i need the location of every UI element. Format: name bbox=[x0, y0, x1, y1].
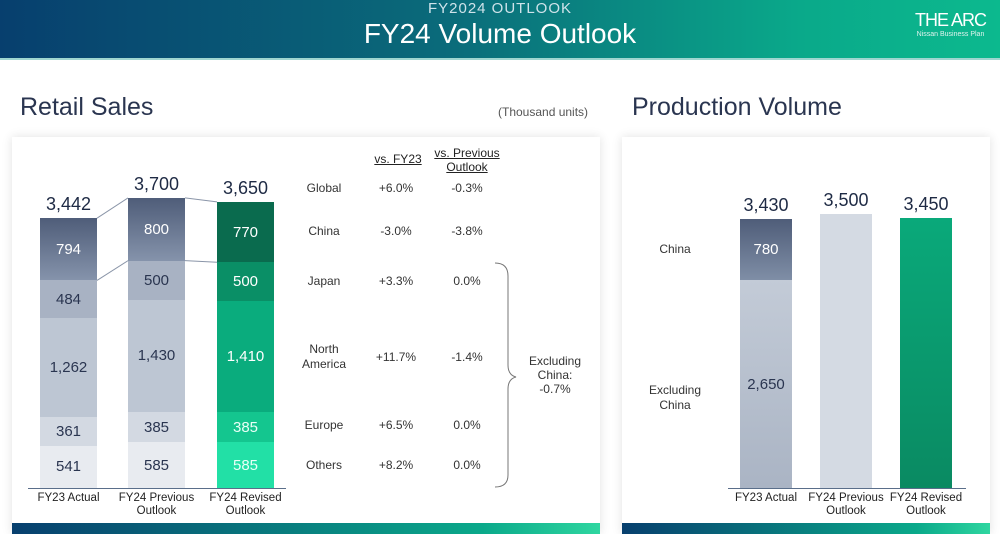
header-subtitle: FY2024 OUTLOOK bbox=[427, 0, 573, 17]
connector-line bbox=[96, 260, 129, 281]
header-banner: FY2024 OUTLOOK FY24 Volume Outlook THE A… bbox=[0, 0, 1000, 60]
bar-total-label: 3,430 bbox=[743, 195, 789, 216]
units-label: (Thousand units) bbox=[498, 105, 589, 119]
production-label-excluding-china: Excluding China bbox=[648, 383, 702, 412]
x-axis-label: FY24 Revised Outlook bbox=[889, 492, 963, 517]
col-header-vs-previous: vs. Previous Outlook bbox=[434, 146, 500, 174]
table-region-label: Japan bbox=[307, 274, 341, 288]
bar-segment-china: 794 bbox=[40, 218, 97, 281]
table-vs-previous: 0.0% bbox=[453, 274, 481, 288]
connector-line bbox=[184, 197, 218, 203]
bar-total bbox=[820, 213, 872, 488]
bar-segment-north-america: 1,410 bbox=[217, 301, 274, 412]
bar-segment-north-america: 1,262 bbox=[40, 318, 97, 418]
table-vs-fy23: +6.0% bbox=[378, 181, 414, 195]
bar-total-label: 3,450 bbox=[903, 193, 949, 214]
bar-total-label: 3,700 bbox=[133, 173, 180, 194]
table-vs-fy23: +6.5% bbox=[378, 418, 414, 432]
bar-segment-others: 585 bbox=[128, 442, 185, 488]
table-region-label: Global bbox=[306, 181, 342, 195]
bar-total-label: 3,650 bbox=[222, 177, 269, 198]
bar-total-label: 3,500 bbox=[823, 189, 869, 210]
bar-segment-japan: 500 bbox=[217, 262, 274, 302]
table-vs-previous: -3.8% bbox=[451, 224, 483, 238]
bar-segment-china: 780 bbox=[740, 219, 792, 281]
bar-segment-japan: 484 bbox=[40, 280, 97, 319]
table-vs-previous: -0.3% bbox=[451, 181, 483, 195]
bar-segment-north-america: 1,430 bbox=[128, 299, 185, 412]
bar-segment-excluding-china: 2,650 bbox=[740, 280, 792, 488]
bar-segment-china: 800 bbox=[128, 197, 185, 261]
table-vs-previous: -1.4% bbox=[451, 350, 483, 364]
production-volume-title: Production Volume bbox=[632, 93, 842, 121]
x-axis-label: FY24 Revised Outlook bbox=[209, 492, 282, 517]
retail-sales-title: Retail Sales bbox=[20, 93, 154, 121]
x-axis-label: FY24 Previous Outlook bbox=[808, 492, 884, 517]
retail-card bbox=[12, 137, 600, 534]
table-region-label: China bbox=[308, 224, 340, 238]
table-vs-fy23: +11.7% bbox=[375, 350, 417, 364]
retail-x-axis bbox=[28, 488, 286, 489]
table-region-label: North America bbox=[301, 342, 346, 371]
bar-segment-europe: 385 bbox=[128, 411, 185, 443]
table-region-label: Others bbox=[305, 458, 342, 472]
bar-segment-others: 541 bbox=[40, 445, 97, 488]
x-axis-label: FY23 Actual bbox=[37, 492, 100, 504]
the-arc-logo: THE ARC Nissan Business Plan bbox=[914, 10, 987, 38]
card-stripe bbox=[622, 523, 990, 534]
bar-segment-japan: 500 bbox=[128, 260, 185, 300]
bar-segment-china: 770 bbox=[217, 201, 274, 263]
connector-line bbox=[96, 197, 129, 219]
table-vs-fy23: -3.0% bbox=[380, 224, 412, 238]
col-header-vs-fy23: vs. FY23 bbox=[374, 152, 422, 166]
table-vs-fy23: +3.3% bbox=[378, 274, 414, 288]
bar-segment-europe: 361 bbox=[40, 417, 97, 446]
production-label-china: China bbox=[659, 242, 691, 256]
bar-segment-others: 585 bbox=[217, 442, 274, 488]
bar-total bbox=[900, 217, 952, 488]
production-x-axis bbox=[728, 488, 966, 489]
bracket-icon bbox=[494, 262, 517, 488]
page-title: FY24 Volume Outlook bbox=[363, 18, 637, 49]
card-stripe bbox=[12, 523, 600, 534]
connector-line bbox=[184, 260, 218, 263]
table-vs-fy23: +8.2% bbox=[378, 458, 414, 472]
bar-total-label: 3,442 bbox=[45, 194, 92, 215]
excluding-china-note: Excluding China: -0.7% bbox=[528, 354, 582, 396]
bar-segment-europe: 385 bbox=[217, 411, 274, 443]
x-axis-label: FY23 Actual bbox=[734, 492, 797, 504]
table-vs-previous: 0.0% bbox=[453, 458, 481, 472]
table-region-label: Europe bbox=[304, 418, 344, 432]
x-axis-label: FY24 Previous Outlook bbox=[118, 492, 195, 517]
table-vs-previous: 0.0% bbox=[453, 418, 481, 432]
